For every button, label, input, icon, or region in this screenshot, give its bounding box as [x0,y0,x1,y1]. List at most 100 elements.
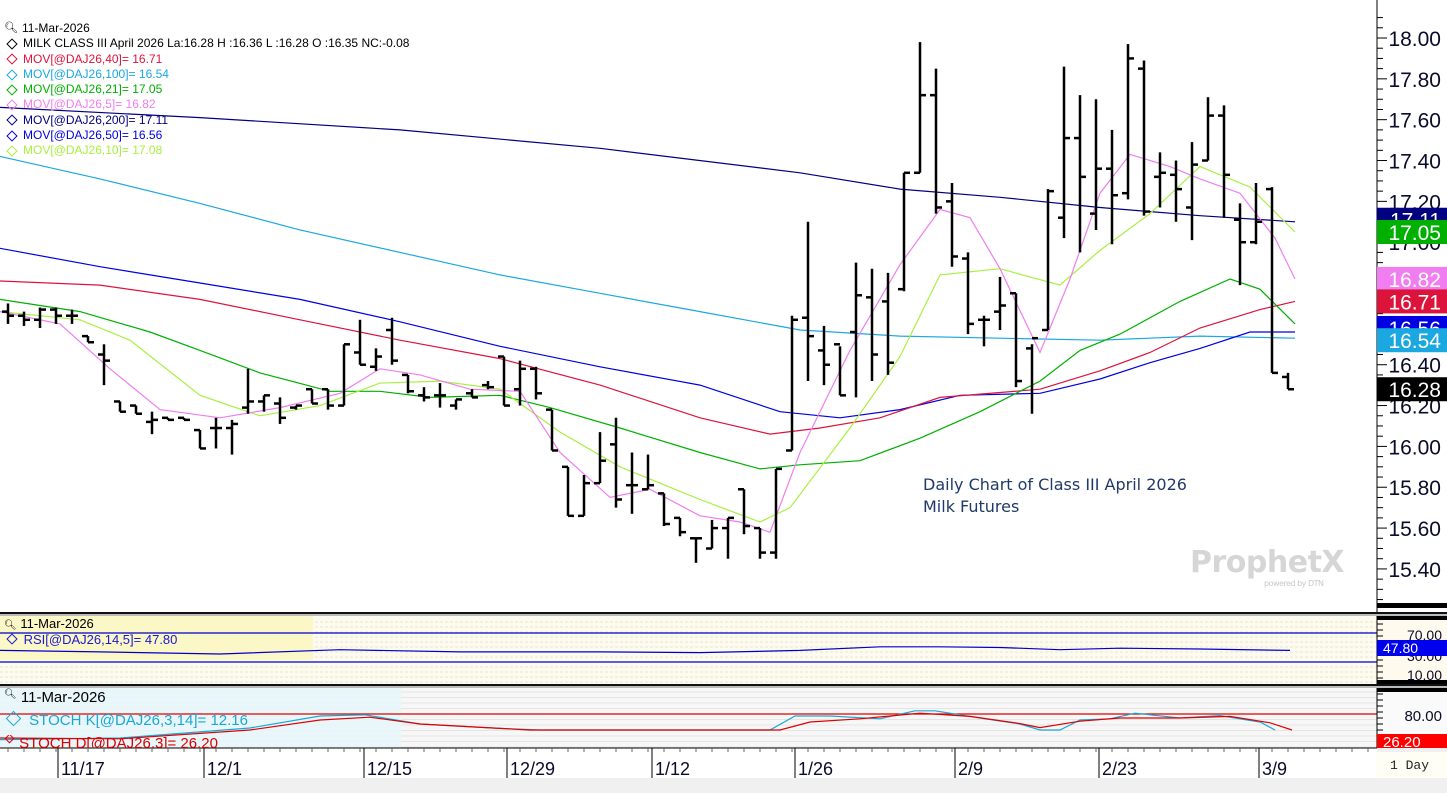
x-axis-ticks: 11/17 12/1 12/15 12/29 1/12 1/26 2/9 2/23 3/9 [7,748,1369,779]
diamond-icon [6,99,18,111]
instrument-quote: MILK CLASS III April 2026 La:16.28 H :16… [23,36,410,51]
ohlc-bar [1170,160,1182,222]
svg-text:26.20: 26.20 [1383,734,1421,751]
ohlc-bar [914,42,926,175]
ohlc-bar [578,474,590,518]
ohlc-bar [754,526,766,559]
ohlc-bar [162,416,174,422]
x-tick-label: 3/9 [1262,759,1287,779]
stoch-axis-top-bar [1377,688,1447,692]
ohlc-bar [178,416,190,422]
x-axis-bg [0,748,1377,778]
diamond-icon [6,84,18,96]
rsi-line [0,646,1291,655]
panel-separator[interactable] [0,612,1447,614]
ohlc-bar [546,408,558,452]
y-tick-label: 17.60 [1388,110,1441,133]
svg-text:47.80: 47.80 [1383,640,1418,656]
rsi-label: RSI[@DAJ26,14,5]= 47.80 [23,632,178,647]
ohlc-bar [882,272,894,375]
ohlc-bar [930,68,942,214]
stoch-lines [0,710,1293,741]
ohlc-bar [194,428,206,450]
ohlc-bar [514,360,526,406]
prophetx-watermark: ProphetX powered by DTN [1190,545,1345,588]
ohlc-bar [850,262,862,398]
y-tick-label: 16.00 [1388,436,1441,459]
ohlc-bar [722,516,734,559]
diamond-icon [6,145,18,157]
ohlc-bar [1202,97,1214,162]
legend-label: MOV[@DAJ26,40]= 16.71 [23,51,163,66]
ohlc-bar [482,381,494,390]
legend-item[interactable]: MOV[@DAJ26,5]= 16.82 [4,97,409,112]
ohlc-bar [1282,372,1294,391]
ma-line [0,247,1295,419]
magnifier-icon[interactable]: 🔍︎ [4,22,18,34]
panel-separator-2[interactable] [0,684,1447,686]
timeframe-selector[interactable]: 1 Day [1376,752,1447,778]
ohlc-bar [1058,66,1070,239]
ma-line [0,155,1296,341]
ohlc-bar [498,355,510,407]
ohlc-bar [962,252,974,335]
stoch-d-label: STOCH D[@DAJ26,3]= 26.20 [19,735,218,748]
ohlc-bar [1122,44,1134,200]
magnifier-icon[interactable]: 🔍︎ [4,620,17,631]
stoch-k-line [0,710,1276,741]
stoch-date-row: 🔍︎ 11-Mar-2026 [4,689,106,706]
legend-instrument-row[interactable]: MILK CLASS III April 2026 La:16.28 H :16… [4,36,409,51]
ohlc-bar [1042,189,1054,332]
legend-item[interactable]: MOV[@DAJ26,21]= 17.05 [4,82,409,97]
stoch-date: 11-Mar-2026 [20,689,106,706]
ohlc-bar [274,397,286,424]
x-tick-label: 12/1 [207,759,242,779]
y-tick-label: 17.40 [1388,151,1441,174]
ohlc-bar [258,394,270,412]
legend-item[interactable]: MOV[@DAJ26,10]= 17.08 [4,143,409,158]
legend-label: MOV[@DAJ26,21]= 17.05 [23,82,163,97]
diamond-icon [6,114,18,127]
ohlc-bar [738,488,750,535]
ohlc-bar [866,268,878,382]
stoch-value-tag: 26.20 [1377,734,1447,751]
ohlc-bar [450,398,462,410]
ohlc-bar [1010,292,1022,388]
y-tick-label: 16.20 [1388,396,1441,419]
ohlc-bar [706,519,718,550]
rsi-axis-top-bar [1377,616,1447,620]
x-tick-label: 1/12 [655,759,690,779]
svg-text:16.71: 16.71 [1388,291,1441,314]
stoch-k-legend-row[interactable]: STOCH K[@DAJ26,3,14]= 12.16 [4,710,248,729]
price-panel-bottom-bar [1377,603,1447,608]
legend-item[interactable]: MOV[@DAJ26,50]= 16.56 [4,128,409,143]
ohlc-bars [2,42,1294,563]
legend-item[interactable]: MOV[@DAJ26,40]= 16.71 [4,52,409,67]
ohlc-bar [34,307,46,328]
svg-text:17.05: 17.05 [1388,222,1441,245]
rsi-legend-row[interactable]: RSI[@DAJ26,14,5]= 47.80 [4,632,177,647]
ohlc-bar [66,309,78,324]
x-tick-label: 12/29 [510,759,555,779]
ohlc-bar [354,319,366,366]
ohlc-bar [834,343,846,397]
legend-item[interactable]: MOV[@DAJ26,100]= 16.54 [4,67,409,82]
ma-line [0,278,1296,470]
x-tick-label: 12/15 [367,759,412,779]
stoch-k-label: STOCH K[@DAJ26,3,14]= 12.16 [29,712,248,729]
diamond-icon [4,735,15,744]
stoch-d-legend-row[interactable]: STOCH D[@DAJ26,3]= 26.20 [4,735,218,748]
magnifier-icon[interactable]: 🔍︎ [4,689,17,700]
value-tag: 16.28 [1377,377,1447,402]
ohlc-bar [50,307,62,324]
legend-item[interactable]: MOV[@DAJ26,200]= 17.11 [4,113,409,128]
rsi-tick-label: 10.00 [1407,667,1442,683]
chart-annotation[interactable]: Daily Chart of Class III April 2026 Milk… [923,474,1187,518]
ohlc-bar [1186,142,1198,241]
y-tick-label: 15.80 [1388,477,1441,500]
legend-date: 11-Mar-2026 [21,21,90,35]
ohlc-bar [594,432,606,485]
ohlc-bar [1106,129,1118,245]
